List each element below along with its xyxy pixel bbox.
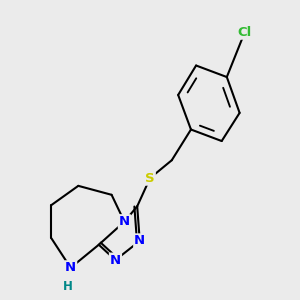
Text: N: N (119, 215, 130, 228)
Text: N: N (134, 234, 145, 248)
Text: Cl: Cl (238, 26, 252, 39)
Text: N: N (65, 261, 76, 274)
Text: H: H (63, 280, 73, 293)
Text: N: N (110, 254, 121, 267)
Text: S: S (145, 172, 155, 185)
